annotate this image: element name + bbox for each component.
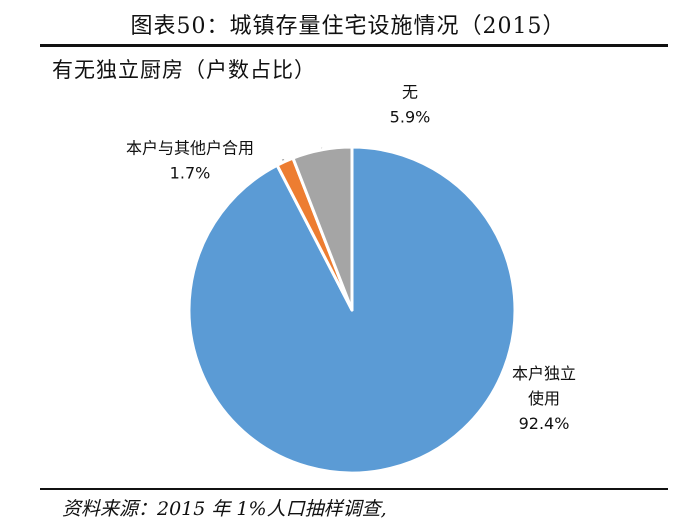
- slice-label: 无 5.9%: [390, 83, 431, 127]
- chart-title: 有无独立厨房（户数占比）: [52, 58, 316, 82]
- figure-title: 图表50：城镇存量住宅设施情况（2015）: [130, 14, 566, 39]
- bottom-rule: [40, 488, 668, 490]
- pie-slice: [291, 145, 354, 312]
- top-rule: [40, 44, 668, 47]
- source-note: 资料来源：2015 年 1%人口抽样调查,: [62, 498, 387, 520]
- slice-label: 本户与其他户合用 1.7%: [126, 139, 254, 183]
- slice-label: 本户独立使用 92.4%: [512, 364, 576, 433]
